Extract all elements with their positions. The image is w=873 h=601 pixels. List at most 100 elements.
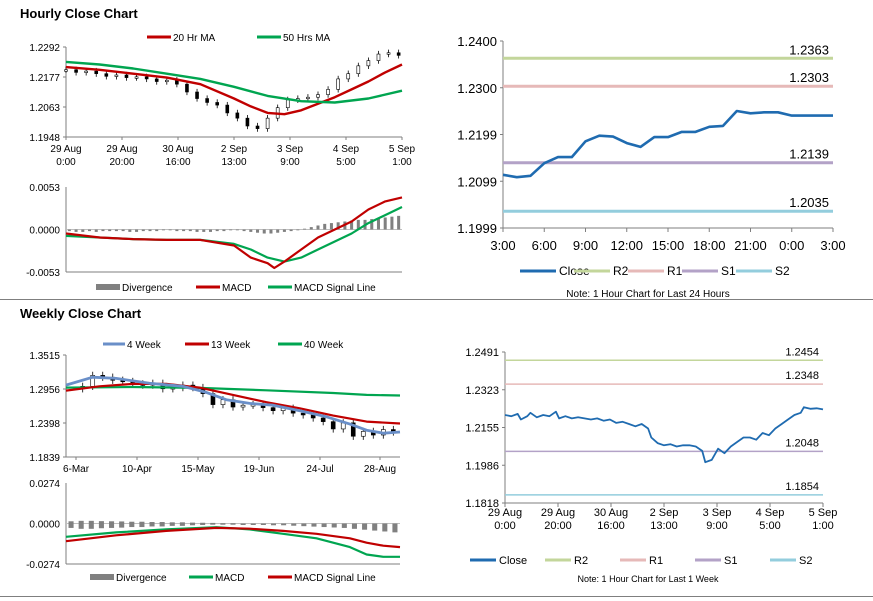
ma-20-hr-line [65,63,403,116]
divergence-bar [316,225,320,230]
legend-label-r1: R1 [667,264,683,278]
candle-body [144,76,149,80]
x-tick-label: 6:00 [532,238,557,253]
legend-label-s2: S2 [775,264,790,278]
divergence-bar [155,229,159,232]
divergence-bar [67,229,71,232]
legend-swatch-divergence [96,284,120,290]
weekly-divergence-bar [98,521,104,529]
x-tick-label: 29 Aug [488,507,522,519]
ma-50-hrs-line [65,60,403,104]
divergence-bar [397,215,401,230]
legend-label-s1: S1 [721,264,736,278]
weekly-divergence-bar [240,523,246,525]
ma-40-week-line [65,385,401,397]
x-tick-label: 30 Aug [594,507,628,519]
x-tick-label: 16:00 [165,157,190,168]
weekly-divergence-bar [331,523,337,528]
divergence-bar [336,222,340,230]
y-tick-label: 0.0274 [29,479,60,490]
y-tick-label: 1.2491 [465,347,499,359]
divergence-bar [94,229,98,232]
close-price-line [502,109,833,179]
x-tick-label: 0:00 [56,157,76,168]
legend-label-divergence: Divergence [116,573,167,584]
x-tick-label: 1:00 [392,157,412,168]
x-tick-label: 20:00 [109,157,134,168]
divergence-bar [182,229,186,232]
weekly-divergence-bar [220,523,226,525]
legend-swatch-divergence [90,574,114,580]
legend-label-50hrs: 50 Hrs MA [283,33,331,44]
bottom-divider [0,596,873,597]
weekly-candle-body [360,431,366,437]
candle-body [165,79,169,83]
level-label-s1: 1.2048 [785,437,819,449]
y-tick-label: 1.3515 [29,351,60,362]
x-tick-label: 3:00 [820,238,845,253]
weekly-divergence-bar [210,522,216,525]
y-tick-label: 1.2099 [457,174,497,189]
x-tick-label: 10-Apr [122,464,153,475]
weekly-section-title: Weekly Close Chart [20,306,142,321]
x-tick-label: 9:00 [706,520,727,532]
x-tick-label: 13:00 [221,157,246,168]
weekly-divergence-bar [372,523,378,531]
chart-note: Note: 1 Hour Chart for Last 24 Hours [566,289,729,300]
weekly-divergence-bar [149,522,155,527]
weekly-candle-body [240,404,246,408]
x-tick-label: 20:00 [544,520,572,532]
candle-body [235,112,240,119]
candle-body [306,96,310,100]
y-tick-label: 1.2199 [457,128,497,143]
weekly-divergence-bar [382,523,388,532]
x-tick-label: 0:00 [779,238,804,253]
candle-body [215,102,219,106]
weekly-divergence-bar [78,520,84,529]
candle-body [376,53,381,61]
chart-note: Note: 1 Hour Chart for Last 1 Week [578,574,719,584]
candle-body [64,69,68,72]
x-tick-label: 5 Sep [389,144,416,155]
divergence-bar [74,229,78,232]
level-label-r2: 1.2363 [789,42,829,57]
legend-label-signal: MACD Signal Line [294,573,376,584]
divergence-bar [390,216,394,230]
divergence-bar [249,229,253,232]
weekly-divergence-bar [321,523,327,528]
divergence-bar [370,219,374,230]
divergence-bar [202,229,206,232]
x-tick-label: 16:00 [597,520,625,532]
x-tick-label: 2 Sep [221,144,248,155]
legend-label-divergence: Divergence [122,283,173,294]
candle-body [356,65,361,74]
weekly-divergence-bar [189,522,196,526]
divergence-bar [188,229,192,232]
weekly-divergence-bar [68,521,74,528]
y-tick-label: 1.2155 [465,423,499,435]
y-tick-label: 1.2398 [29,419,60,430]
divergence-bar [195,229,199,232]
weekly-macd-line [65,526,400,558]
weekly-divergence-bar [270,523,277,526]
y-tick-label: 1.1948 [29,133,60,144]
divergence-bar [303,228,307,230]
candle-body [74,69,78,73]
y-tick-label: 1.1986 [465,460,499,472]
y-tick-label: 1.1999 [457,221,497,236]
x-tick-label: 29 Aug [541,507,575,519]
divergence-bar [229,229,233,231]
divergence-bar [289,229,293,232]
level-label-r2: 1.2454 [785,346,819,358]
divergence-bar [269,229,273,234]
candle-body [114,74,119,77]
weekly-macd-signal-line [65,526,401,549]
weekly-divergence-bar [291,523,297,526]
x-tick-label: 5 Sep [809,507,838,519]
y-tick-label: 1.2177 [29,73,60,84]
candle-body [346,73,351,80]
divergence-bar [121,229,125,232]
candle-body [366,60,371,67]
x-tick-label: 5:00 [759,520,780,532]
divergence-bar [128,229,132,232]
